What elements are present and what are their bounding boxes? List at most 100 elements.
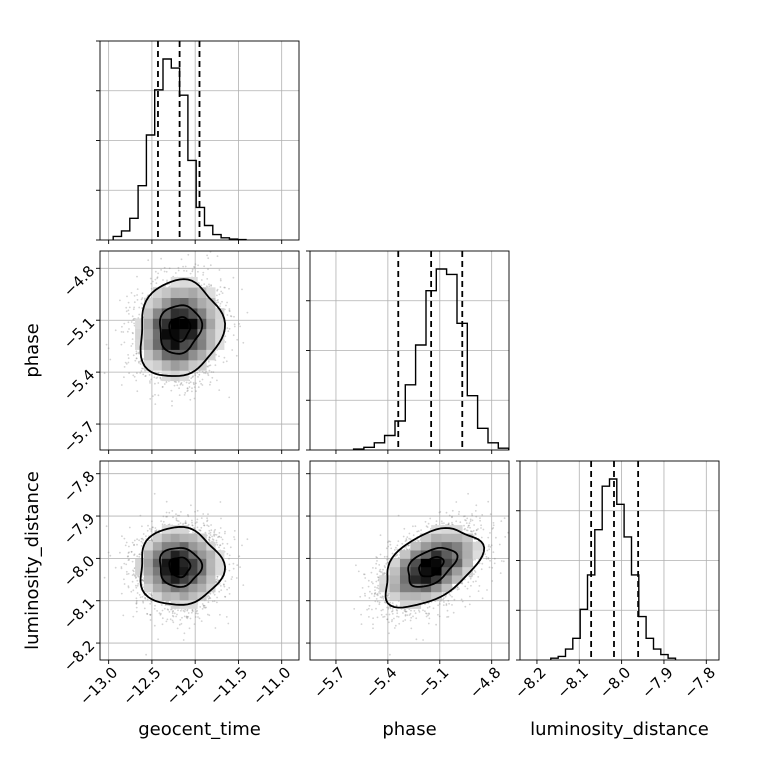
density-cell <box>197 350 206 361</box>
sample-point <box>134 295 136 297</box>
sample-point <box>230 315 232 317</box>
sample-point <box>223 361 225 363</box>
sample-point <box>127 331 129 333</box>
sample-point <box>193 382 195 384</box>
sample-point <box>241 545 243 547</box>
sample-point <box>214 594 216 596</box>
sample-point <box>151 520 153 522</box>
sample-point <box>189 399 191 401</box>
sample-point <box>225 580 227 582</box>
sample-point <box>138 539 140 541</box>
sample-point <box>184 394 186 396</box>
sample-point <box>131 292 133 294</box>
sample-point <box>137 585 139 587</box>
sample-point <box>142 297 144 299</box>
sample-point <box>136 390 138 392</box>
sample-point <box>200 383 202 385</box>
sample-point <box>133 573 135 575</box>
sample-point <box>173 616 175 618</box>
sample-point <box>147 525 149 527</box>
sample-point <box>177 628 179 630</box>
sample-point <box>207 257 209 259</box>
sample-point <box>176 384 178 386</box>
sample-point <box>123 578 125 580</box>
sample-point <box>167 600 169 602</box>
sample-point <box>194 373 196 375</box>
sample-point <box>208 285 210 287</box>
sample-point <box>224 335 226 337</box>
sample-point <box>187 390 189 392</box>
sample-point <box>177 609 179 611</box>
sample-point <box>166 271 168 273</box>
sample-point <box>129 307 131 309</box>
sample-point <box>175 513 177 515</box>
sample-point <box>200 527 202 529</box>
sample-point <box>229 328 231 330</box>
sample-point <box>132 561 134 563</box>
sample-point <box>125 545 127 547</box>
sample-point <box>132 375 134 377</box>
sample-point <box>197 376 199 378</box>
sample-point <box>201 279 203 281</box>
sample-point <box>170 618 172 620</box>
sample-point <box>150 278 152 280</box>
sample-point <box>183 639 185 641</box>
sample-point <box>130 591 132 593</box>
sample-point <box>222 292 224 294</box>
sample-point <box>180 384 182 386</box>
sample-point <box>194 623 196 625</box>
sample-point <box>149 382 151 384</box>
sample-point <box>145 535 147 537</box>
sample-point <box>182 266 184 268</box>
sample-point <box>197 510 199 512</box>
sample-point <box>206 524 208 526</box>
sample-point <box>135 380 137 382</box>
sample-point <box>197 264 199 266</box>
sample-point <box>149 528 151 530</box>
sample-point <box>208 284 210 286</box>
sample-point <box>128 372 130 374</box>
sample-point <box>154 394 156 396</box>
sample-point <box>220 286 222 288</box>
sample-point <box>127 362 129 364</box>
sample-point <box>202 272 204 274</box>
sample-point <box>157 276 159 278</box>
sample-point <box>195 616 197 618</box>
sample-point <box>153 376 155 378</box>
sample-point <box>129 527 131 529</box>
sample-point <box>220 280 222 282</box>
sample-point <box>128 357 130 359</box>
sample-point <box>216 300 218 302</box>
sample-point <box>163 516 165 518</box>
sample-point <box>236 355 238 357</box>
sample-point <box>136 580 138 582</box>
sample-point <box>171 405 173 407</box>
sample-point <box>106 344 108 346</box>
sample-point <box>156 282 158 284</box>
sample-point <box>220 527 222 529</box>
sample-point <box>220 278 222 280</box>
sample-point <box>132 319 134 321</box>
sample-point <box>193 266 195 268</box>
sample-point <box>225 341 227 343</box>
density-cell <box>153 360 162 371</box>
sample-point <box>223 287 225 289</box>
sample-point <box>136 357 138 359</box>
sample-point <box>151 288 153 290</box>
sample-point <box>122 331 124 333</box>
sample-point <box>128 546 130 548</box>
sample-point <box>169 267 171 269</box>
sample-point <box>140 361 142 363</box>
sample-point <box>208 525 210 527</box>
sample-point <box>233 334 235 336</box>
sample-point <box>147 259 149 261</box>
sample-point <box>121 344 123 346</box>
sample-point <box>158 372 160 374</box>
sample-point <box>229 593 231 595</box>
sample-point <box>160 377 162 379</box>
sample-point <box>224 533 226 535</box>
sample-point <box>210 529 212 531</box>
sample-point <box>140 515 142 517</box>
sample-point <box>227 330 229 332</box>
sample-point <box>192 376 194 378</box>
